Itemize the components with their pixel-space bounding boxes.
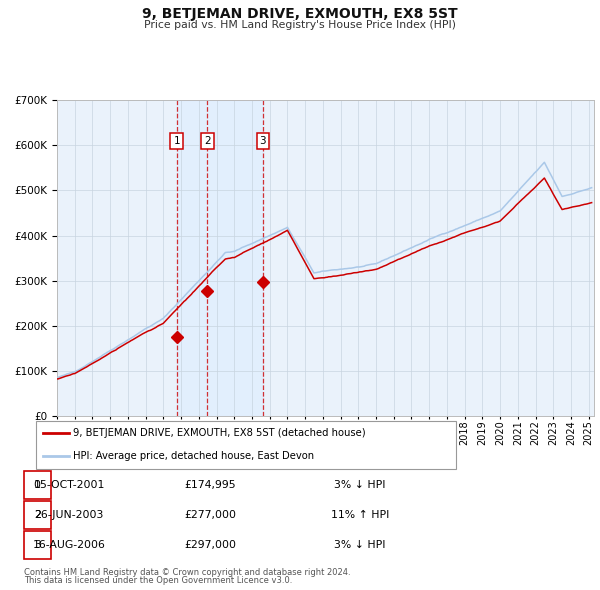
Text: 3% ↓ HPI: 3% ↓ HPI bbox=[334, 480, 386, 490]
Text: 11% ↑ HPI: 11% ↑ HPI bbox=[331, 510, 389, 520]
Text: 3: 3 bbox=[260, 136, 266, 146]
Text: Contains HM Land Registry data © Crown copyright and database right 2024.: Contains HM Land Registry data © Crown c… bbox=[24, 568, 350, 577]
Text: 3% ↓ HPI: 3% ↓ HPI bbox=[334, 540, 386, 550]
Text: This data is licensed under the Open Government Licence v3.0.: This data is licensed under the Open Gov… bbox=[24, 576, 292, 585]
Text: 1: 1 bbox=[34, 480, 41, 490]
Text: 2: 2 bbox=[204, 136, 211, 146]
Text: £297,000: £297,000 bbox=[184, 540, 236, 550]
Text: 9, BETJEMAN DRIVE, EXMOUTH, EX8 5ST (detached house): 9, BETJEMAN DRIVE, EXMOUTH, EX8 5ST (det… bbox=[73, 428, 366, 438]
Text: 1: 1 bbox=[173, 136, 180, 146]
Text: 2: 2 bbox=[34, 510, 41, 520]
Text: 26-JUN-2003: 26-JUN-2003 bbox=[34, 510, 104, 520]
Text: Price paid vs. HM Land Registry's House Price Index (HPI): Price paid vs. HM Land Registry's House … bbox=[144, 20, 456, 30]
Text: £174,995: £174,995 bbox=[184, 480, 236, 490]
Text: £277,000: £277,000 bbox=[184, 510, 236, 520]
Text: 9, BETJEMAN DRIVE, EXMOUTH, EX8 5ST: 9, BETJEMAN DRIVE, EXMOUTH, EX8 5ST bbox=[142, 7, 458, 21]
Text: HPI: Average price, detached house, East Devon: HPI: Average price, detached house, East… bbox=[73, 451, 314, 461]
Text: 05-OCT-2001: 05-OCT-2001 bbox=[34, 480, 104, 490]
Bar bbox=[176, 100, 263, 416]
Text: 3: 3 bbox=[34, 540, 41, 550]
Text: 16-AUG-2006: 16-AUG-2006 bbox=[32, 540, 106, 550]
